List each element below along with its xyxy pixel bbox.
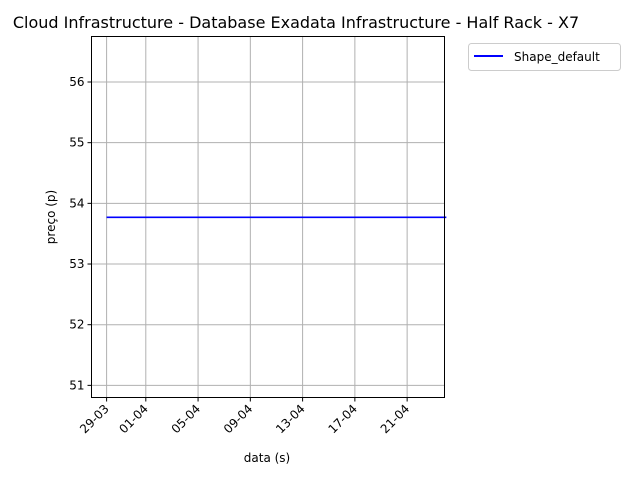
y-grid [91, 81, 445, 386]
x-axis-label: data (s) [244, 451, 290, 465]
legend-label-shape-default: Shape_default [514, 50, 600, 64]
y-tick-label: 53 [69, 257, 84, 271]
x-tick-label: 05-04 [169, 402, 204, 437]
x-tick-label: 01-04 [116, 402, 151, 437]
legend-box [468, 43, 621, 71]
y-tick-label: 51 [69, 378, 84, 392]
plot-frame [91, 36, 445, 398]
chart-title: Cloud Infrastructure - Database Exadata … [13, 13, 579, 32]
y-tick-label: 56 [69, 75, 84, 89]
y-tick-label: 54 [69, 196, 84, 210]
x-tick-label: 29-03 [77, 402, 112, 437]
y-axis-label: preço (p) [44, 190, 58, 244]
x-tick-label: 09-04 [221, 402, 256, 437]
x-axis-ticks: 29-03 01-04 05-04 09-04 13-04 17-04 21-04 [77, 397, 413, 437]
x-tick-label: 17-04 [325, 402, 360, 437]
y-axis-ticks: 51 52 53 54 55 56 [69, 75, 92, 392]
y-tick-label: 55 [69, 136, 84, 150]
legend: Shape_default [468, 43, 621, 71]
x-tick-label: 21-04 [378, 402, 413, 437]
x-tick-label: 13-04 [273, 402, 308, 437]
y-tick-label: 52 [69, 318, 84, 332]
